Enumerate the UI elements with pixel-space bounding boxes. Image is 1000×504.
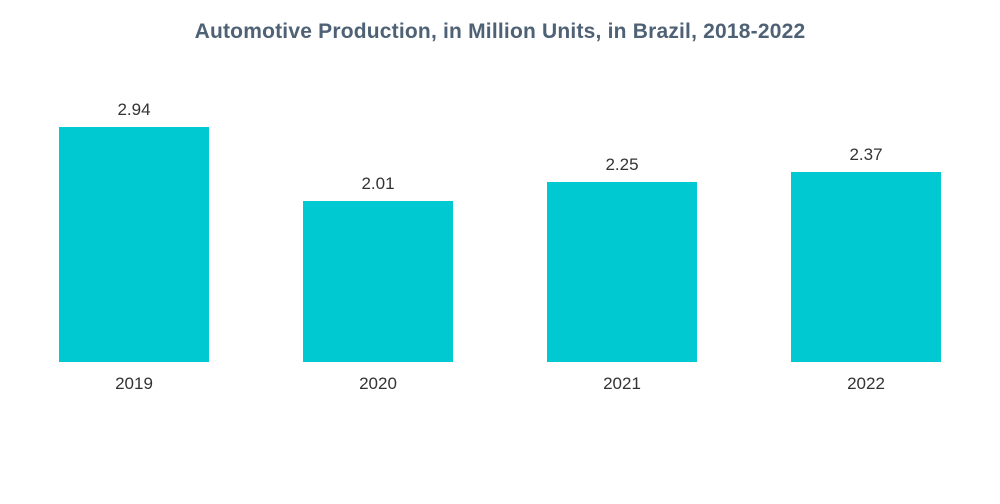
bar-2021 — [547, 182, 697, 362]
x-axis-label-2021: 2021 — [603, 374, 641, 393]
bar-2020 — [303, 201, 453, 362]
bar-2019 — [59, 127, 209, 362]
bar-column: 2.94 — [12, 100, 256, 362]
plot-area: 2.94 2.01 2.25 2.37 — [0, 100, 1000, 362]
bar-column: 2.37 — [744, 145, 988, 362]
bar-value-label: 2.01 — [361, 174, 395, 193]
bar-value-label: 2.37 — [849, 145, 883, 164]
x-axis: 2019 2020 2021 2022 — [0, 374, 1000, 394]
bar-2022 — [791, 172, 941, 362]
bar-column: 2.01 — [256, 174, 500, 362]
bar-value-label: 2.94 — [117, 100, 151, 119]
x-axis-label-2022: 2022 — [847, 374, 885, 393]
bar-value-label: 2.25 — [605, 155, 639, 174]
x-axis-label-2020: 2020 — [359, 374, 397, 393]
chart-title: Automotive Production, in Million Units,… — [194, 20, 806, 43]
bar-column: 2.25 — [500, 155, 744, 362]
x-axis-label-2019: 2019 — [115, 374, 153, 393]
